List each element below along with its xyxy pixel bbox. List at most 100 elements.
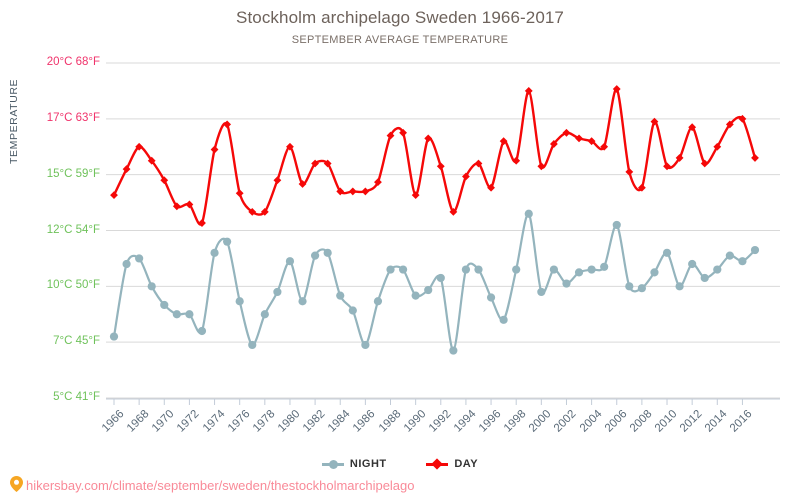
data-point [612,220,621,230]
data-point [524,209,533,218]
data-point [751,154,759,162]
data-point [260,310,269,319]
data-point [524,87,533,95]
source-link[interactable]: hikersbay.com/climate/september/sweden/t… [10,476,415,495]
data-point [625,282,634,291]
data-point [725,251,734,260]
data-point [411,191,420,200]
data-point [311,251,320,260]
series-day [110,85,759,227]
data-point [550,140,558,148]
data-point [374,178,382,187]
data-point [109,332,119,341]
data-point [361,340,370,350]
chart-title: Stockholm archipelago Sweden 1966-2017 [236,8,564,27]
data-point [625,167,634,176]
series-line [112,87,757,226]
data-point [474,159,483,168]
series-line [112,212,757,352]
data-point [160,176,169,185]
data-point [323,248,332,257]
data-point [449,207,458,216]
data-point [361,187,370,196]
y-tick-5: 5°C 41°F [22,391,100,405]
data-point [424,134,433,143]
data-point [298,297,307,306]
data-point [562,128,571,137]
data-point [486,293,496,302]
data-point [185,200,194,209]
data-point [223,120,232,129]
y-tick-20: 20°C 68°F [22,56,100,70]
legend-label-night: NIGHT [349,458,387,470]
source-url: hikersbay.com/climate/september/sweden/t… [26,478,415,493]
data-point [688,123,697,132]
data-point [323,159,332,168]
data-point [147,156,156,165]
data-point [147,282,156,291]
data-point [537,162,546,171]
night-series-swatch [321,459,344,469]
data-point [675,282,684,291]
legend-item-day[interactable]: DAY [426,458,478,470]
data-point [223,237,232,246]
data-point [386,131,395,140]
data-point [336,187,345,196]
data-point [210,248,219,257]
data-point [688,259,697,269]
y-axis-label: TEMPERATURE [8,78,20,164]
data-point [575,134,583,143]
data-point [574,268,584,277]
data-point [650,268,659,277]
data-point [197,326,207,336]
data-point [411,291,420,300]
data-point [160,300,169,310]
data-point [122,259,131,269]
data-point [373,297,383,306]
data-point [738,114,747,123]
legend-label-day: DAY [454,458,479,470]
data-point [311,159,319,168]
data-point [235,297,244,306]
data-point [398,265,408,274]
data-point [713,265,722,274]
data-point [172,310,181,319]
data-point [424,285,433,295]
data-point [675,154,684,162]
data-point [436,162,445,171]
data-point [185,310,194,319]
data-point [474,265,483,274]
location-pin-icon [10,476,23,495]
data-point [700,159,709,168]
data-point [637,284,646,293]
data-point [713,142,722,151]
data-point [738,257,747,266]
data-point [348,187,357,196]
y-tick-10: 10°C 50°F [22,279,100,293]
data-point [198,219,206,227]
data-point [637,183,646,192]
data-point [587,265,596,274]
data-point [600,142,609,151]
data-point [449,346,458,355]
y-tick-label: 10°C 50°F [46,279,100,292]
y-tick-15: 15°C 59°F [22,168,100,182]
data-point [248,340,257,350]
data-point [286,142,294,151]
legend-item-night[interactable]: NIGHT [321,458,387,470]
data-point [235,189,244,198]
data-point [512,265,521,274]
day-series-swatch [426,458,449,470]
data-point [386,265,395,274]
data-point [336,291,345,300]
chart-legend: NIGHT DAY [0,458,800,470]
data-point [273,176,282,185]
y-tick-label: 5°C 41°F [53,391,100,403]
data-point [499,315,508,324]
data-point [600,262,609,271]
y-tick-label: 7°C 45°F [53,335,100,348]
data-point [285,257,295,266]
data-point [436,273,445,283]
data-point [562,279,571,288]
y-tick-17: 17°C 63°F [22,112,100,126]
